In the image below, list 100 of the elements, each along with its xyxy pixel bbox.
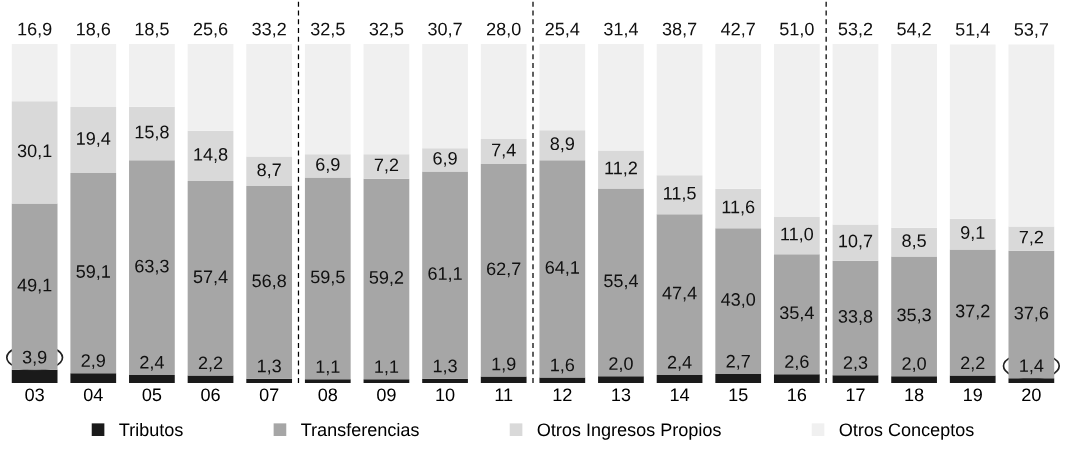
data-label: 33,2 bbox=[252, 22, 286, 38]
data-label: 1,3 bbox=[433, 359, 457, 375]
bar bbox=[773, 44, 820, 217]
bar bbox=[715, 44, 762, 189]
data-label: 7,2 bbox=[1019, 230, 1043, 246]
data-label: 53,7 bbox=[1014, 22, 1049, 38]
bar bbox=[715, 188, 762, 229]
data-label: 1,9 bbox=[492, 357, 516, 373]
bar bbox=[11, 44, 58, 102]
bar bbox=[422, 171, 468, 379]
bar bbox=[480, 138, 527, 165]
data-label: 56,8 bbox=[252, 274, 286, 290]
x-tick-label: 14 bbox=[670, 388, 690, 401]
data-label: 35,3 bbox=[897, 308, 931, 324]
data-label: 51,0 bbox=[779, 22, 814, 38]
data-label: 2,0 bbox=[609, 357, 633, 373]
data-label: 8,9 bbox=[550, 137, 575, 153]
bar bbox=[70, 373, 117, 384]
bar bbox=[891, 256, 937, 377]
data-label: 57,4 bbox=[193, 270, 228, 286]
bar bbox=[832, 224, 879, 261]
bar bbox=[832, 44, 879, 225]
x-tick-label: 12 bbox=[553, 388, 572, 401]
data-label: 64,1 bbox=[545, 261, 580, 276]
data-label: 2,3 bbox=[843, 356, 868, 372]
data-label: 2,4 bbox=[667, 355, 692, 371]
data-label: 33,8 bbox=[838, 310, 873, 325]
data-label: 37,2 bbox=[955, 304, 990, 320]
data-label: 18,5 bbox=[135, 22, 169, 38]
data-label: 2,9 bbox=[81, 354, 105, 370]
data-label: 35,4 bbox=[779, 306, 814, 322]
x-tick-label: 16 bbox=[788, 388, 807, 402]
bar bbox=[656, 374, 703, 384]
bar bbox=[656, 175, 703, 215]
data-label: 8,5 bbox=[902, 234, 926, 250]
data-label: 2,2 bbox=[961, 356, 985, 372]
bar bbox=[422, 44, 468, 149]
data-label: 42,7 bbox=[721, 22, 755, 38]
bar bbox=[773, 374, 820, 384]
bar bbox=[656, 44, 703, 176]
x-tick-label: 09 bbox=[377, 388, 396, 402]
bar bbox=[422, 378, 468, 384]
data-label: 1,4 bbox=[1020, 359, 1044, 375]
bar bbox=[773, 216, 820, 255]
data-label: 19,4 bbox=[77, 132, 111, 147]
data-label: 30,7 bbox=[428, 22, 462, 38]
data-label: 1,6 bbox=[551, 358, 575, 374]
bar bbox=[949, 375, 996, 384]
x-tick-label: 07 bbox=[259, 388, 279, 402]
bar bbox=[598, 150, 644, 189]
data-label: 59,2 bbox=[369, 271, 404, 286]
data-label: 32,5 bbox=[310, 22, 345, 38]
data-label: 16,9 bbox=[18, 22, 52, 38]
data-label: 1,1 bbox=[375, 360, 399, 376]
data-label: 31,4 bbox=[604, 22, 638, 38]
bar bbox=[598, 188, 644, 377]
data-label: 1,3 bbox=[257, 359, 281, 375]
x-tick-label: 11 bbox=[495, 388, 513, 401]
data-label: 59,1 bbox=[76, 265, 110, 281]
data-label: 3,9 bbox=[22, 350, 47, 366]
bar bbox=[656, 214, 703, 375]
data-label: 25,6 bbox=[193, 22, 228, 38]
bar bbox=[129, 160, 175, 375]
bar bbox=[70, 107, 117, 173]
data-label: 49,1 bbox=[17, 278, 52, 294]
data-label: 11,2 bbox=[605, 161, 637, 177]
bar bbox=[598, 376, 644, 384]
x-tick-label: 18 bbox=[905, 388, 924, 402]
bar bbox=[363, 44, 410, 155]
bar bbox=[480, 44, 527, 139]
bar bbox=[1008, 250, 1055, 379]
bar bbox=[832, 260, 879, 376]
data-label: 10,7 bbox=[839, 234, 873, 250]
data-label: 25,4 bbox=[545, 22, 580, 38]
bar bbox=[598, 44, 644, 151]
legend-label: Transferencias bbox=[301, 422, 419, 437]
data-label: 53,2 bbox=[838, 22, 873, 38]
bar bbox=[187, 130, 234, 182]
data-label: 6,9 bbox=[433, 151, 457, 167]
bar bbox=[949, 249, 996, 376]
bar bbox=[70, 172, 117, 374]
data-label: 2,2 bbox=[198, 356, 223, 372]
bar bbox=[891, 44, 937, 228]
data-label: 2,4 bbox=[140, 355, 164, 371]
bar bbox=[187, 375, 234, 384]
data-label: 38,7 bbox=[662, 22, 697, 38]
bar bbox=[304, 44, 351, 155]
data-label: 47,4 bbox=[662, 286, 697, 302]
bar bbox=[187, 44, 234, 131]
bar bbox=[891, 227, 937, 257]
bar bbox=[11, 101, 58, 204]
x-tick-label: 04 bbox=[83, 388, 103, 402]
bar bbox=[304, 379, 351, 384]
x-tick-label: 08 bbox=[318, 388, 338, 402]
data-label: 2,7 bbox=[726, 354, 750, 370]
data-label: 11,6 bbox=[722, 200, 755, 216]
bar bbox=[11, 203, 58, 370]
data-label: 61,1 bbox=[428, 267, 462, 283]
bar bbox=[539, 130, 586, 161]
x-tick-label: 17 bbox=[846, 388, 865, 401]
